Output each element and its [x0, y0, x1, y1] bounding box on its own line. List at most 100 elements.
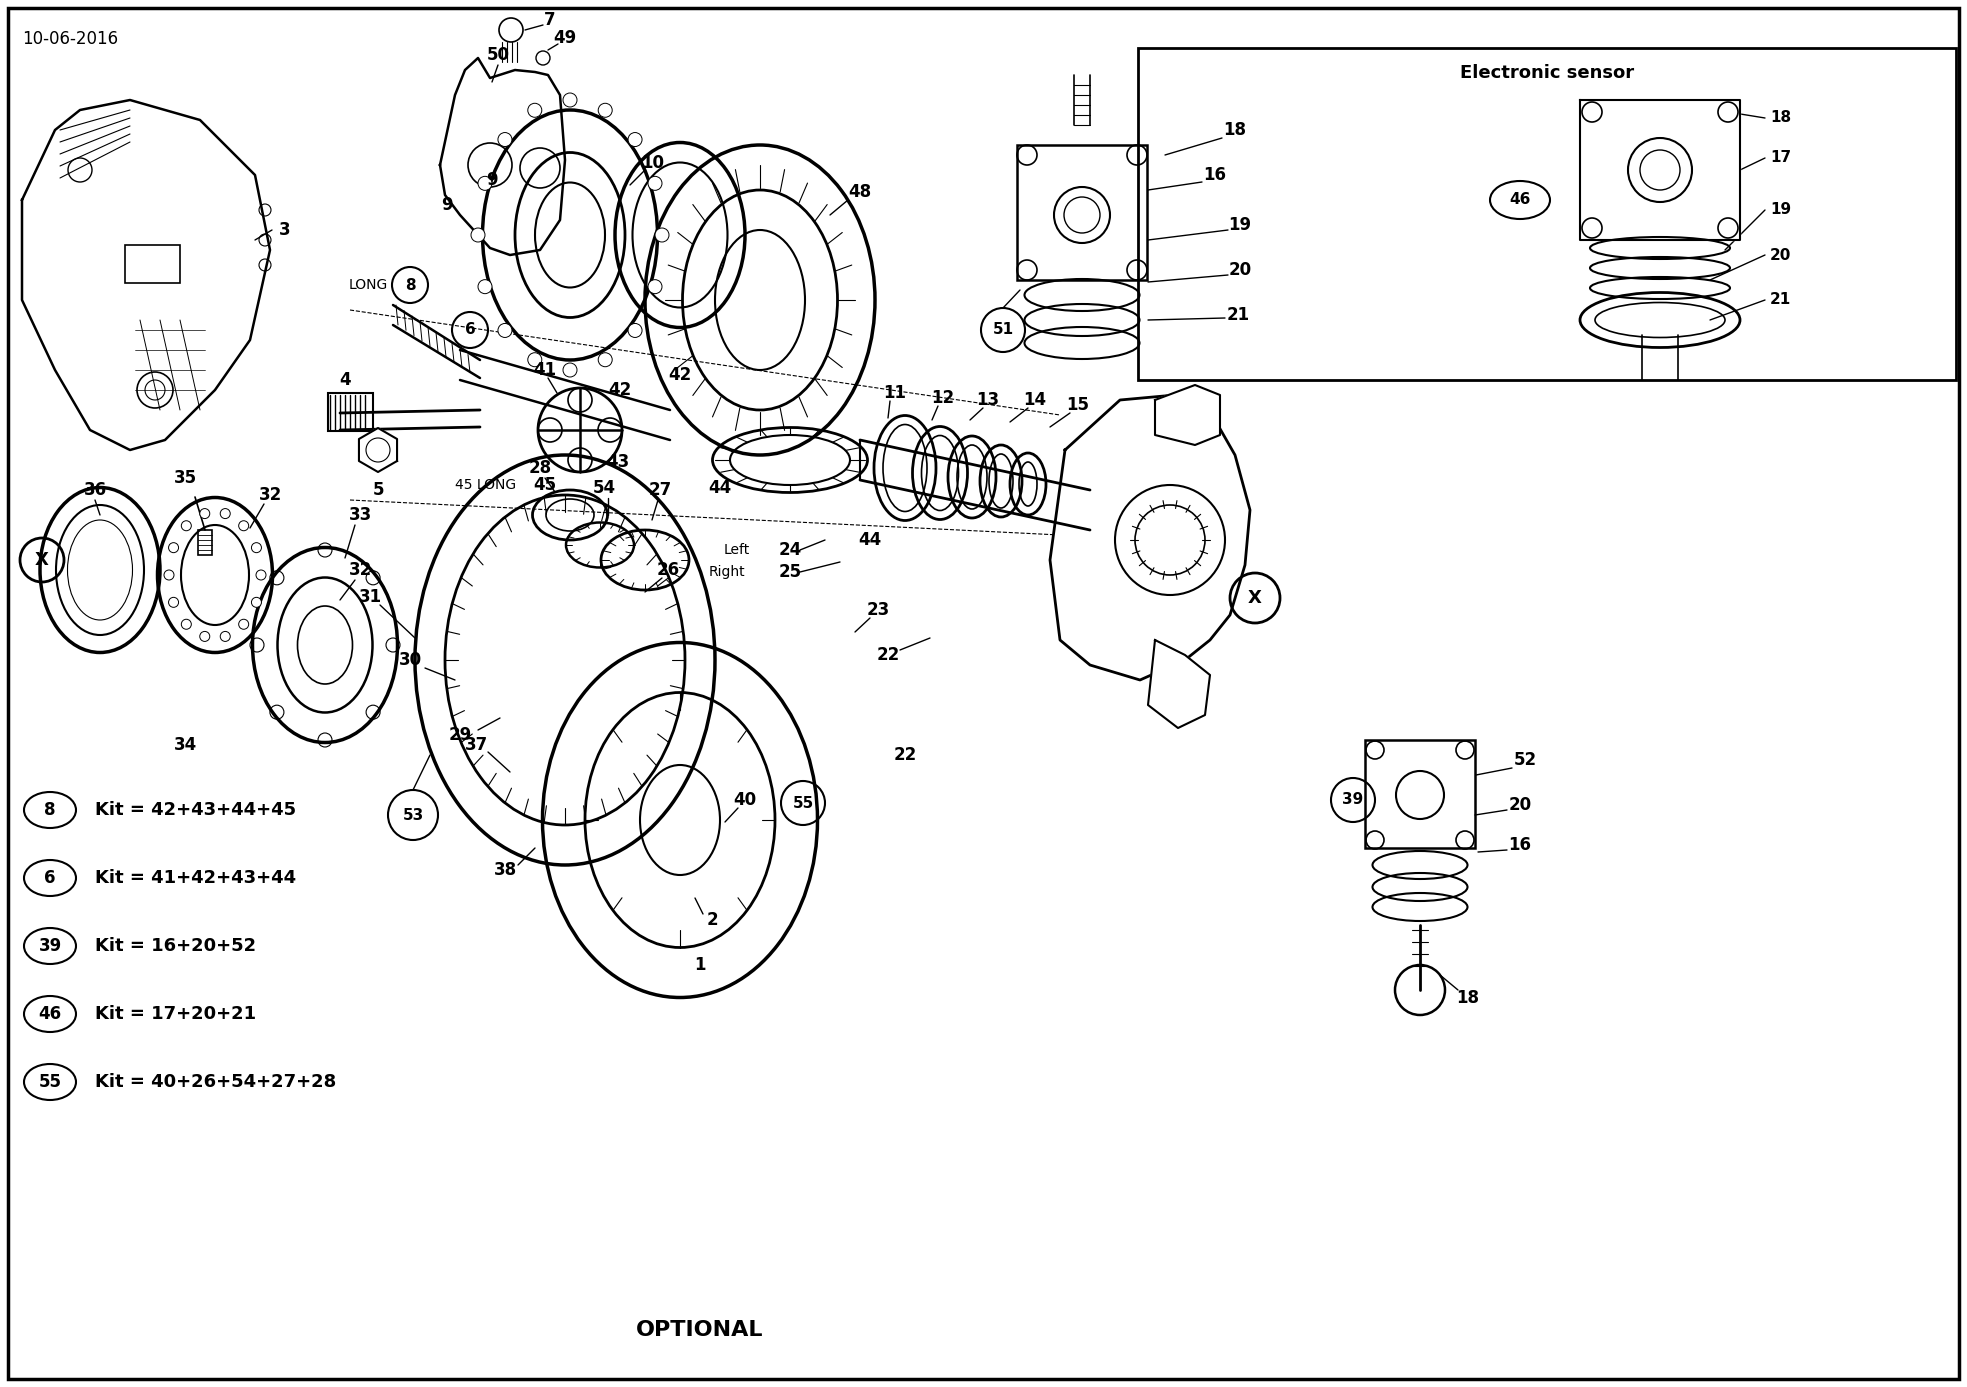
Text: 12: 12	[932, 388, 954, 406]
Circle shape	[181, 619, 191, 630]
Text: 55: 55	[793, 796, 814, 810]
Text: 8: 8	[405, 277, 415, 293]
Circle shape	[498, 323, 511, 337]
Circle shape	[478, 280, 492, 294]
Text: 44: 44	[858, 531, 881, 549]
Polygon shape	[1149, 639, 1210, 728]
Text: 18: 18	[1770, 111, 1792, 125]
Circle shape	[169, 542, 179, 552]
Text: 19: 19	[1229, 216, 1251, 234]
Polygon shape	[1155, 386, 1220, 445]
Text: 20: 20	[1229, 261, 1251, 279]
Text: 10: 10	[641, 154, 665, 172]
Text: Kit = 41+42+43+44: Kit = 41+42+43+44	[94, 870, 297, 888]
Circle shape	[252, 598, 262, 608]
Circle shape	[498, 133, 511, 147]
Text: 28: 28	[529, 459, 551, 477]
Text: 32: 32	[348, 560, 372, 578]
Bar	[1365, 741, 1475, 847]
Text: 35: 35	[173, 469, 197, 487]
Text: 50: 50	[486, 46, 509, 64]
Text: 5: 5	[372, 481, 384, 499]
Text: 42: 42	[669, 366, 692, 384]
Text: 19: 19	[1770, 203, 1792, 218]
Bar	[126, 245, 181, 283]
Circle shape	[163, 570, 173, 580]
Text: 33: 33	[348, 506, 372, 524]
Text: 52: 52	[1513, 750, 1536, 768]
Bar	[199, 530, 212, 555]
Circle shape	[655, 227, 669, 241]
Text: 46: 46	[39, 1006, 61, 1024]
Circle shape	[169, 598, 179, 608]
Text: 42: 42	[608, 381, 631, 399]
Text: Right: Right	[708, 565, 745, 578]
Text: Kit = 16+20+52: Kit = 16+20+52	[94, 938, 256, 956]
Text: 22: 22	[877, 646, 899, 664]
Text: 53: 53	[403, 807, 423, 822]
Circle shape	[470, 227, 486, 241]
Text: 31: 31	[358, 588, 382, 606]
Text: 39: 39	[39, 938, 61, 956]
Text: 45 LONG: 45 LONG	[454, 479, 515, 492]
Text: 16: 16	[1204, 166, 1227, 184]
Text: 24: 24	[779, 541, 803, 559]
Circle shape	[527, 352, 541, 366]
Bar	[328, 393, 374, 431]
Polygon shape	[1580, 100, 1741, 240]
Circle shape	[238, 619, 248, 630]
Text: 11: 11	[883, 384, 907, 402]
Text: 4: 4	[338, 370, 350, 388]
Text: 18: 18	[1456, 989, 1479, 1007]
Text: 16: 16	[1509, 836, 1532, 854]
Polygon shape	[22, 100, 269, 449]
Text: 22: 22	[893, 746, 917, 764]
Circle shape	[220, 631, 230, 641]
Text: 46: 46	[1509, 193, 1530, 208]
Text: 1: 1	[694, 956, 706, 974]
Text: 43: 43	[606, 454, 629, 472]
Circle shape	[627, 133, 641, 147]
Circle shape	[527, 103, 541, 118]
Text: 38: 38	[494, 861, 517, 879]
Text: 54: 54	[592, 479, 616, 497]
Circle shape	[647, 176, 663, 190]
Text: 6: 6	[43, 870, 55, 888]
Circle shape	[181, 520, 191, 531]
Text: 45: 45	[533, 476, 557, 494]
Circle shape	[256, 570, 266, 580]
Text: 7: 7	[545, 11, 557, 29]
Text: Electronic sensor: Electronic sensor	[1460, 64, 1635, 82]
Text: X: X	[35, 551, 49, 569]
Text: OPTIONAL: OPTIONAL	[635, 1320, 763, 1340]
Bar	[1017, 146, 1147, 280]
Circle shape	[563, 93, 576, 107]
Circle shape	[563, 363, 576, 377]
Text: 6: 6	[464, 323, 476, 337]
Polygon shape	[358, 429, 397, 472]
Circle shape	[478, 176, 492, 190]
Text: 30: 30	[399, 651, 421, 669]
Circle shape	[598, 352, 612, 366]
Text: 37: 37	[464, 736, 488, 755]
Text: LONG: LONG	[348, 277, 387, 293]
Text: 21: 21	[1770, 293, 1792, 308]
Text: 51: 51	[993, 323, 1013, 337]
Text: 32: 32	[258, 485, 281, 503]
Text: 18: 18	[1223, 121, 1247, 139]
Text: X: X	[1249, 589, 1263, 608]
Text: 14: 14	[1023, 391, 1046, 409]
Text: Kit = 17+20+21: Kit = 17+20+21	[94, 1006, 256, 1024]
Text: 20: 20	[1509, 796, 1532, 814]
Polygon shape	[1050, 395, 1249, 680]
Text: 17: 17	[1770, 151, 1792, 165]
Circle shape	[238, 520, 248, 531]
Text: 9: 9	[441, 196, 452, 214]
Text: Left: Left	[724, 542, 749, 558]
Text: 10-06-2016: 10-06-2016	[22, 31, 118, 49]
Bar	[1139, 49, 1955, 380]
Text: 41: 41	[533, 361, 557, 379]
Text: 36: 36	[83, 481, 106, 499]
Text: 13: 13	[976, 391, 999, 409]
Text: 25: 25	[779, 563, 803, 581]
